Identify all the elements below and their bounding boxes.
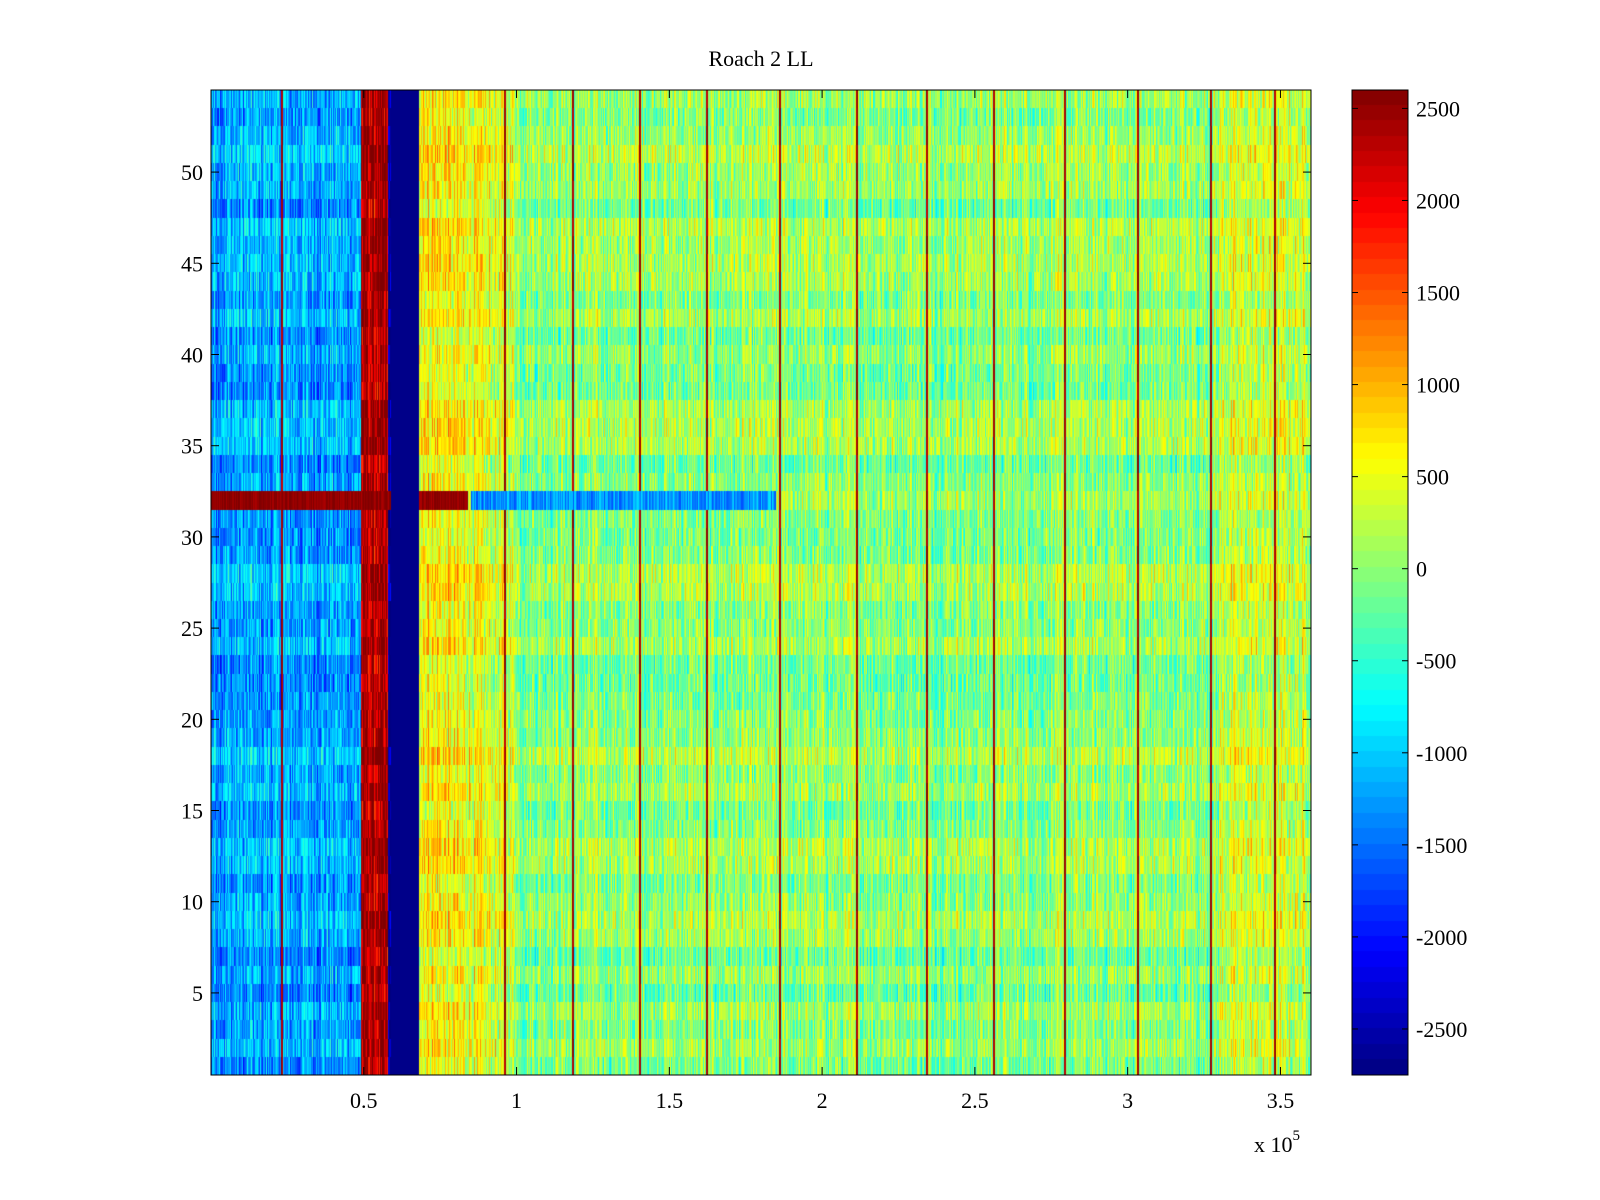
y-tick-label: 50: [181, 160, 203, 185]
x-axis-multiplier: x 105: [1254, 1128, 1300, 1157]
colorbar-gradient: [1352, 90, 1408, 1075]
y-tick-label: 10: [181, 890, 203, 915]
colorbar-tick-label: 2000: [1416, 188, 1460, 213]
y-tick-label: 20: [181, 707, 203, 732]
y-axis-ticks: 5 10 15 20 25 30 35 40 45 50: [181, 160, 1311, 1006]
y-tick-label: 40: [181, 342, 203, 367]
colorbar-tick-label: 2500: [1416, 96, 1460, 121]
y-tick-label: 25: [181, 616, 203, 641]
x-tick-label: 1.5: [656, 1088, 684, 1113]
colorbar-tick-label: -1500: [1416, 833, 1467, 858]
y-tick-label: 35: [181, 434, 203, 459]
colorbar-tick-label: -2000: [1416, 925, 1467, 950]
x-tick-label: 3.5: [1267, 1088, 1295, 1113]
y-tick-label: 45: [181, 251, 203, 276]
colorbar-tick-label: 1500: [1416, 281, 1460, 306]
x-tick-label: 1: [511, 1088, 522, 1113]
heatmap-image: [211, 90, 1311, 1075]
y-tick-label: 15: [181, 799, 203, 824]
chart-title: Roach 2 LL: [708, 46, 813, 71]
colorbar-ticks: 2500 2000 1500 1000 500 0 -500 -1000 -1500 -2000 -…: [1352, 96, 1467, 1042]
colorbar-tick-label: 500: [1416, 465, 1449, 490]
colorbar-tick-label: 0: [1416, 557, 1427, 582]
colorbar-frame: [1351, 89, 1409, 1076]
x-axis-ticks: 0.5 1 1.5 2 2.5 3 3.5: [350, 90, 1294, 1113]
y-tick-label: 5: [192, 981, 203, 1006]
x-tick-label: 2: [817, 1088, 828, 1113]
y-tick-label: 30: [181, 525, 203, 550]
x-tick-label: 0.5: [350, 1088, 378, 1113]
x-axis-multiplier-base: x 10: [1254, 1132, 1293, 1157]
colorbar-tick-label: -1000: [1416, 741, 1467, 766]
x-tick-label: 3: [1122, 1088, 1133, 1113]
x-axis-multiplier-exponent: 5: [1293, 1128, 1301, 1144]
colorbar-tick-label: -2500: [1416, 1017, 1467, 1042]
x-tick-label: 2.5: [961, 1088, 989, 1113]
colorbar-tick-label: -500: [1416, 649, 1456, 674]
colorbar-tick-label: 1000: [1416, 373, 1460, 398]
plot-frame: [210, 89, 1312, 1076]
